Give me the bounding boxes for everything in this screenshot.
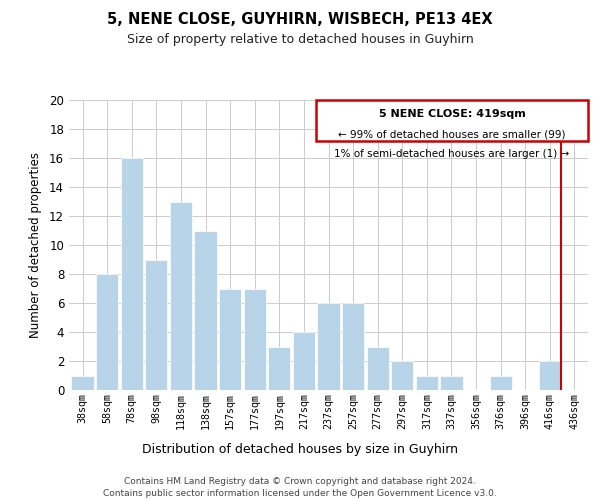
- Bar: [293, 332, 315, 390]
- Text: 1% of semi-detached houses are larger (1) →: 1% of semi-detached houses are larger (1…: [334, 150, 570, 160]
- Bar: [416, 376, 438, 390]
- Bar: [219, 288, 241, 390]
- Bar: [268, 346, 290, 390]
- Text: Distribution of detached houses by size in Guyhirn: Distribution of detached houses by size …: [142, 442, 458, 456]
- Bar: [342, 303, 364, 390]
- Text: 5, NENE CLOSE, GUYHIRN, WISBECH, PE13 4EX: 5, NENE CLOSE, GUYHIRN, WISBECH, PE13 4E…: [107, 12, 493, 28]
- FancyBboxPatch shape: [316, 100, 588, 140]
- Text: ← 99% of detached houses are smaller (99): ← 99% of detached houses are smaller (99…: [338, 129, 566, 139]
- Bar: [317, 303, 340, 390]
- Bar: [244, 288, 266, 390]
- Text: 5 NENE CLOSE: 419sqm: 5 NENE CLOSE: 419sqm: [379, 108, 526, 118]
- Text: Contains HM Land Registry data © Crown copyright and database right 2024.: Contains HM Land Registry data © Crown c…: [124, 478, 476, 486]
- Bar: [121, 158, 143, 390]
- Bar: [391, 361, 413, 390]
- Y-axis label: Number of detached properties: Number of detached properties: [29, 152, 42, 338]
- Bar: [490, 376, 512, 390]
- Bar: [539, 361, 561, 390]
- Bar: [367, 346, 389, 390]
- Text: Size of property relative to detached houses in Guyhirn: Size of property relative to detached ho…: [127, 32, 473, 46]
- Bar: [170, 202, 192, 390]
- Text: Contains public sector information licensed under the Open Government Licence v3: Contains public sector information licen…: [103, 489, 497, 498]
- Bar: [96, 274, 118, 390]
- Bar: [440, 376, 463, 390]
- Bar: [71, 376, 94, 390]
- Bar: [194, 230, 217, 390]
- Bar: [145, 260, 167, 390]
